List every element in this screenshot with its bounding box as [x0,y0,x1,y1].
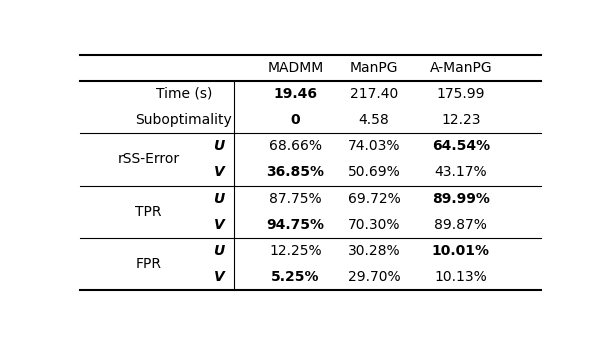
Text: 10.13%: 10.13% [435,270,487,284]
Text: U: U [213,192,225,206]
Text: 12.25%: 12.25% [269,244,322,258]
Text: V: V [214,165,224,180]
Text: 4.58: 4.58 [359,113,389,127]
Text: 0: 0 [291,113,301,127]
Text: ManPG: ManPG [350,61,398,75]
Text: U: U [213,139,225,153]
Text: 5.25%: 5.25% [271,270,320,284]
Text: 50.69%: 50.69% [348,165,401,180]
Text: 74.03%: 74.03% [348,139,400,153]
Text: 30.28%: 30.28% [348,244,401,258]
Text: 94.75%: 94.75% [267,218,325,232]
Text: 43.17%: 43.17% [435,165,487,180]
Text: rSS-Error: rSS-Error [118,152,179,167]
Text: 68.66%: 68.66% [269,139,322,153]
Text: V: V [214,270,224,284]
Text: A-ManPG: A-ManPG [430,61,492,75]
Text: 64.54%: 64.54% [432,139,490,153]
Text: V: V [214,218,224,232]
Text: 70.30%: 70.30% [348,218,400,232]
Text: Suboptimality: Suboptimality [135,113,232,127]
Text: 87.75%: 87.75% [269,192,322,206]
Text: 12.23: 12.23 [441,113,481,127]
Text: 29.70%: 29.70% [348,270,401,284]
Text: MADMM: MADMM [267,61,324,75]
Text: 89.87%: 89.87% [435,218,487,232]
Text: 217.40: 217.40 [350,87,398,101]
Text: FPR: FPR [136,257,162,271]
Text: 10.01%: 10.01% [432,244,490,258]
Text: Time (s): Time (s) [156,87,212,101]
Text: 89.99%: 89.99% [432,192,490,206]
Text: 175.99: 175.99 [436,87,485,101]
Text: TPR: TPR [135,205,162,219]
Text: U: U [213,244,225,258]
Text: 19.46: 19.46 [273,87,318,101]
Text: 69.72%: 69.72% [348,192,401,206]
Text: 36.85%: 36.85% [267,165,325,180]
